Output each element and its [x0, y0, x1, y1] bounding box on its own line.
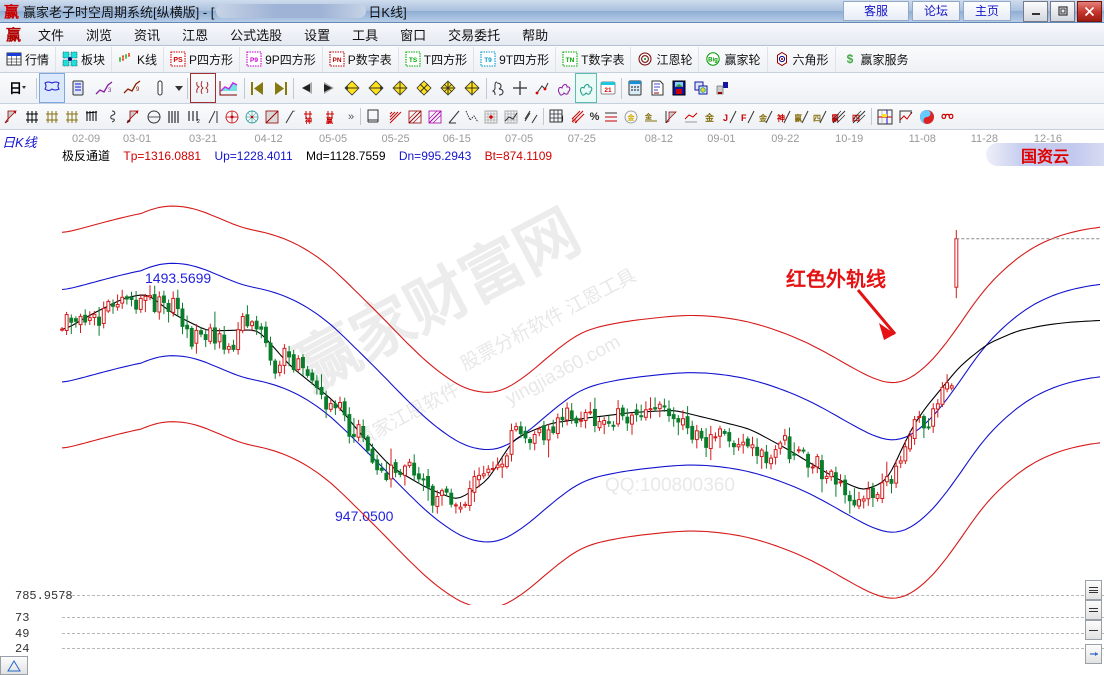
svg-text:21: 21 [604, 87, 612, 94]
svg-text:神: 神 [305, 116, 312, 124]
svg-text:神: 神 [777, 113, 785, 123]
svg-text:2: 2 [197, 119, 200, 124]
svg-text:四: 四 [813, 114, 821, 123]
svg-text:金: 金 [704, 112, 715, 123]
svg-text:F: F [741, 113, 747, 123]
svg-text:PS: PS [173, 57, 183, 64]
svg-text:TN: TN [566, 57, 575, 64]
svg-text:赢: 赢 [795, 113, 802, 123]
svg-text:|: | [562, 116, 564, 122]
svg-text:金: 金 [644, 112, 653, 121]
svg-text:3: 3 [108, 88, 112, 94]
svg-text:J: J [723, 113, 728, 123]
svg-text:PN: PN [332, 57, 341, 64]
svg-text:金: 金 [627, 113, 636, 122]
svg-text:赢: 赢 [326, 116, 333, 124]
svg-text:日: 日 [9, 81, 22, 96]
svg-text:$: $ [846, 52, 853, 66]
svg-text:P9: P9 [250, 57, 258, 64]
svg-text:TS: TS [409, 57, 418, 64]
svg-text:T9: T9 [484, 57, 492, 64]
svg-text:%: % [572, 119, 578, 124]
svg-text:Big: Big [709, 58, 719, 64]
svg-text:9: 9 [136, 87, 140, 93]
svg-text:": " [293, 111, 295, 117]
